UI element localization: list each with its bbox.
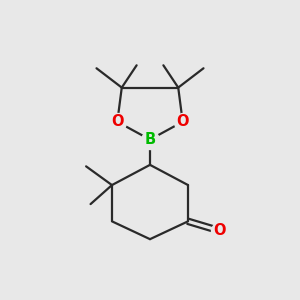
Text: O: O (214, 223, 226, 238)
Text: O: O (176, 114, 189, 129)
Text: B: B (144, 132, 156, 147)
Text: O: O (111, 114, 124, 129)
